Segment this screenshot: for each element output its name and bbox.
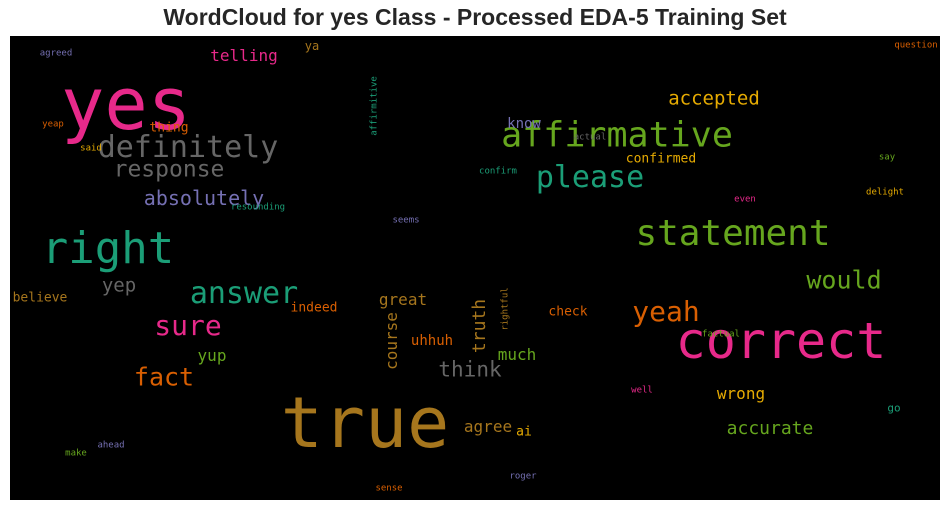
word-affirmative: affirmative xyxy=(501,115,733,156)
word-question: question xyxy=(894,40,938,51)
word-yeah: yeah xyxy=(632,295,700,328)
word-great: great xyxy=(378,290,428,309)
word-make: make xyxy=(65,448,87,459)
word-agreed: agreed xyxy=(39,48,73,59)
word-definitely: definitely xyxy=(97,130,279,165)
word-would: would xyxy=(806,265,882,295)
word-yes: yes xyxy=(60,62,192,146)
word-yeap: yeap xyxy=(42,119,64,130)
word-yup: yup xyxy=(197,346,227,365)
word-true: true xyxy=(280,382,450,464)
word-accurate: accurate xyxy=(726,418,814,439)
word-yep: yep xyxy=(101,274,137,297)
chart-title: WordCloud for yes Class - Processed EDA-… xyxy=(163,4,787,30)
word-accepted: accepted xyxy=(668,87,760,110)
word-rightful: rightful xyxy=(500,287,511,331)
word-cloud: yes true correct right statement affirmative d… xyxy=(10,36,940,500)
word-statement: statement xyxy=(635,213,831,254)
word-believe: believe xyxy=(12,290,68,306)
word-agree: agree xyxy=(463,417,513,436)
word-factual: factual xyxy=(702,329,740,340)
word-seems: seems xyxy=(392,215,420,226)
word-much: much xyxy=(497,345,537,364)
word-even: even xyxy=(734,194,756,205)
word-confirmed: confirmed xyxy=(625,151,697,167)
word-response: response xyxy=(113,156,225,183)
word-fact: fact xyxy=(133,362,195,392)
word-please: please xyxy=(535,160,645,195)
word-truth: truth xyxy=(469,298,490,354)
word-telling: telling xyxy=(210,46,278,65)
word-actual: actual xyxy=(573,132,607,143)
word-wrong: wrong xyxy=(716,384,766,403)
word-resounding: resounding xyxy=(230,202,286,213)
word-absolutely: absolutely xyxy=(143,186,265,210)
word-sense: sense xyxy=(375,483,403,494)
word-uhhuh: uhhuh xyxy=(410,333,454,349)
word-go: go xyxy=(887,401,901,415)
word-check: check xyxy=(548,304,588,320)
word-said: said xyxy=(80,143,102,154)
word-think: think xyxy=(438,357,502,382)
word-affirmitive: affirmitive xyxy=(369,76,380,136)
word-roger: roger xyxy=(509,471,537,482)
word-say: say xyxy=(878,152,896,163)
word-ai: ai xyxy=(516,424,532,440)
word-confirm: confirm xyxy=(479,166,517,177)
word-right: right xyxy=(41,223,175,274)
word-indeed: indeed xyxy=(290,300,338,316)
word-well: well xyxy=(631,385,653,396)
word-course: course xyxy=(382,312,401,370)
word-sure: sure xyxy=(154,309,222,342)
word-thing: thing xyxy=(149,120,189,136)
word-know: know xyxy=(507,116,541,132)
word-ahead: ahead xyxy=(97,440,125,451)
word-ya: ya xyxy=(304,39,320,53)
word-correct: correct xyxy=(675,312,887,370)
word-delight: delight xyxy=(866,187,904,198)
word-answer: answer xyxy=(189,276,299,311)
